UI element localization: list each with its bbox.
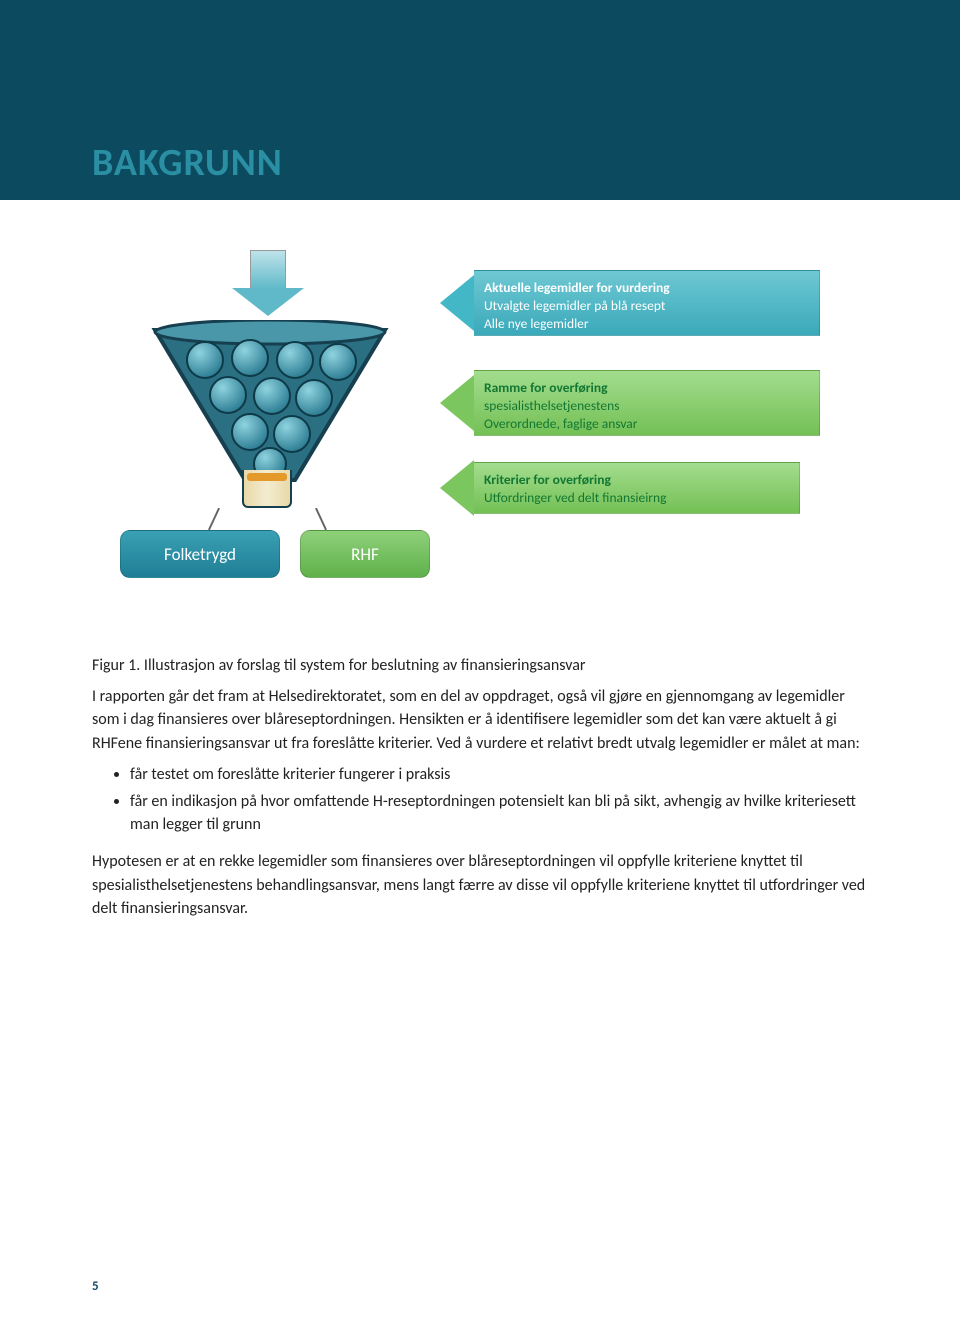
output-folketrygd-label: Folketrygd	[164, 544, 236, 565]
side1-line2: Alle nye legemidler	[484, 315, 589, 332]
arrow-head-icon	[440, 275, 474, 331]
side-arrow-3: Kriterier for overføring Utfordringer ve…	[440, 460, 800, 516]
paragraph-2: Hypotesen er at en rekke legemidler som …	[92, 850, 868, 920]
side-arrow-1: Aktuelle legemidler for vurdering Utvalg…	[440, 270, 820, 336]
figure-caption: Figur 1. Illustrasjon av forslag til sys…	[92, 654, 868, 677]
side2-line2: Overordnede, faglige ansvar	[484, 415, 637, 432]
funnel-diagram: Folketrygd RHF Aktuelle legemidler for v…	[100, 260, 860, 620]
side2-line1: spesialisthelsetjenestens	[484, 397, 620, 414]
paragraph-1: I rapporten går det fram at Helsedirekto…	[92, 685, 868, 755]
side1-title: Aktuelle legemidler for vurdering	[484, 279, 805, 297]
input-arrow-head	[232, 288, 304, 316]
arrow-head-icon	[440, 375, 474, 431]
output-rhf: RHF	[300, 530, 430, 578]
page-title: BAKGRUNN	[92, 140, 283, 186]
side3-title: Kriterier for overføring	[484, 471, 785, 489]
arrow-head-icon	[440, 460, 474, 516]
funnel	[150, 320, 390, 490]
side1-line1: Utvalgte legemidler på blå resept	[484, 297, 665, 314]
page-number: 5	[92, 1279, 99, 1294]
output-rhf-label: RHF	[351, 544, 379, 565]
bullet-1: får testet om foreslåtte kriterier funge…	[130, 763, 868, 786]
split-right	[315, 508, 327, 531]
bullet-2: får en indikasjon på hvor omfattende H-r…	[130, 790, 868, 836]
bullet-list: får testet om foreslåtte kriterier funge…	[130, 763, 868, 837]
side-arrow-2: Ramme for overføring spesialisthelsetjen…	[440, 370, 820, 436]
side-arrow-3-body: Kriterier for overføring Utfordringer ve…	[474, 462, 800, 514]
header-band: BAKGRUNN	[0, 0, 960, 200]
split-left	[208, 508, 220, 531]
funnel-stem	[242, 470, 292, 508]
side-arrow-2-body: Ramme for overføring spesialisthelsetjen…	[474, 370, 820, 436]
side2-title: Ramme for overføring	[484, 379, 805, 397]
body-text: Figur 1. Illustrasjon av forslag til sys…	[92, 654, 868, 920]
output-folketrygd: Folketrygd	[120, 530, 280, 578]
input-arrow-stem	[250, 250, 286, 290]
side-arrow-1-body: Aktuelle legemidler for vurdering Utvalg…	[474, 270, 820, 336]
side3-line1: Utfordringer ved delt finansieirng	[484, 489, 666, 506]
